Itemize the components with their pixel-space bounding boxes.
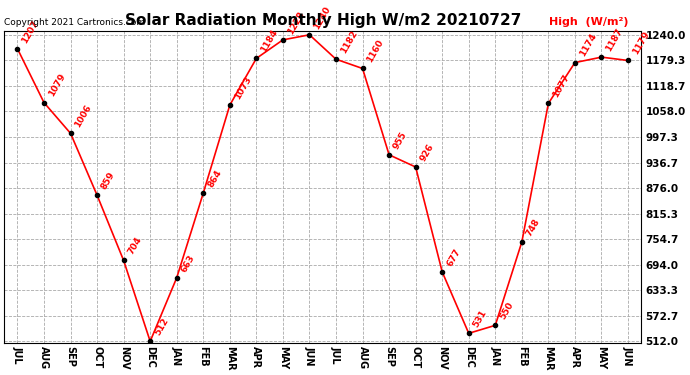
Text: 1182: 1182 bbox=[339, 29, 359, 55]
Text: 926: 926 bbox=[418, 142, 435, 163]
Text: 1207: 1207 bbox=[20, 18, 41, 45]
Text: 512: 512 bbox=[153, 316, 170, 337]
Text: 1006: 1006 bbox=[73, 103, 93, 129]
Text: 1228: 1228 bbox=[286, 9, 306, 36]
Text: Copyright 2021 Cartronics.com: Copyright 2021 Cartronics.com bbox=[4, 18, 146, 27]
Text: 1073: 1073 bbox=[233, 75, 253, 101]
Text: 864: 864 bbox=[206, 168, 224, 189]
Title: Solar Radiation Monthly High W/m2 20210727: Solar Radiation Monthly High W/m2 202107… bbox=[124, 13, 521, 28]
Text: 677: 677 bbox=[445, 247, 462, 268]
Text: 1174: 1174 bbox=[578, 32, 598, 58]
Text: 859: 859 bbox=[100, 170, 117, 191]
Text: 1184: 1184 bbox=[259, 28, 279, 54]
Text: 663: 663 bbox=[179, 253, 197, 274]
Text: 531: 531 bbox=[471, 308, 489, 329]
Text: High  (W/m²): High (W/m²) bbox=[549, 18, 629, 27]
Text: 748: 748 bbox=[524, 217, 542, 238]
Text: 550: 550 bbox=[498, 300, 515, 321]
Text: 1077: 1077 bbox=[551, 73, 571, 99]
Text: 704: 704 bbox=[126, 236, 144, 256]
Text: 1187: 1187 bbox=[604, 27, 624, 53]
Text: 1160: 1160 bbox=[365, 38, 386, 64]
Text: 1179: 1179 bbox=[631, 30, 651, 56]
Text: 1079: 1079 bbox=[47, 72, 67, 98]
Text: 955: 955 bbox=[392, 130, 409, 151]
Text: 1240: 1240 bbox=[313, 4, 333, 31]
